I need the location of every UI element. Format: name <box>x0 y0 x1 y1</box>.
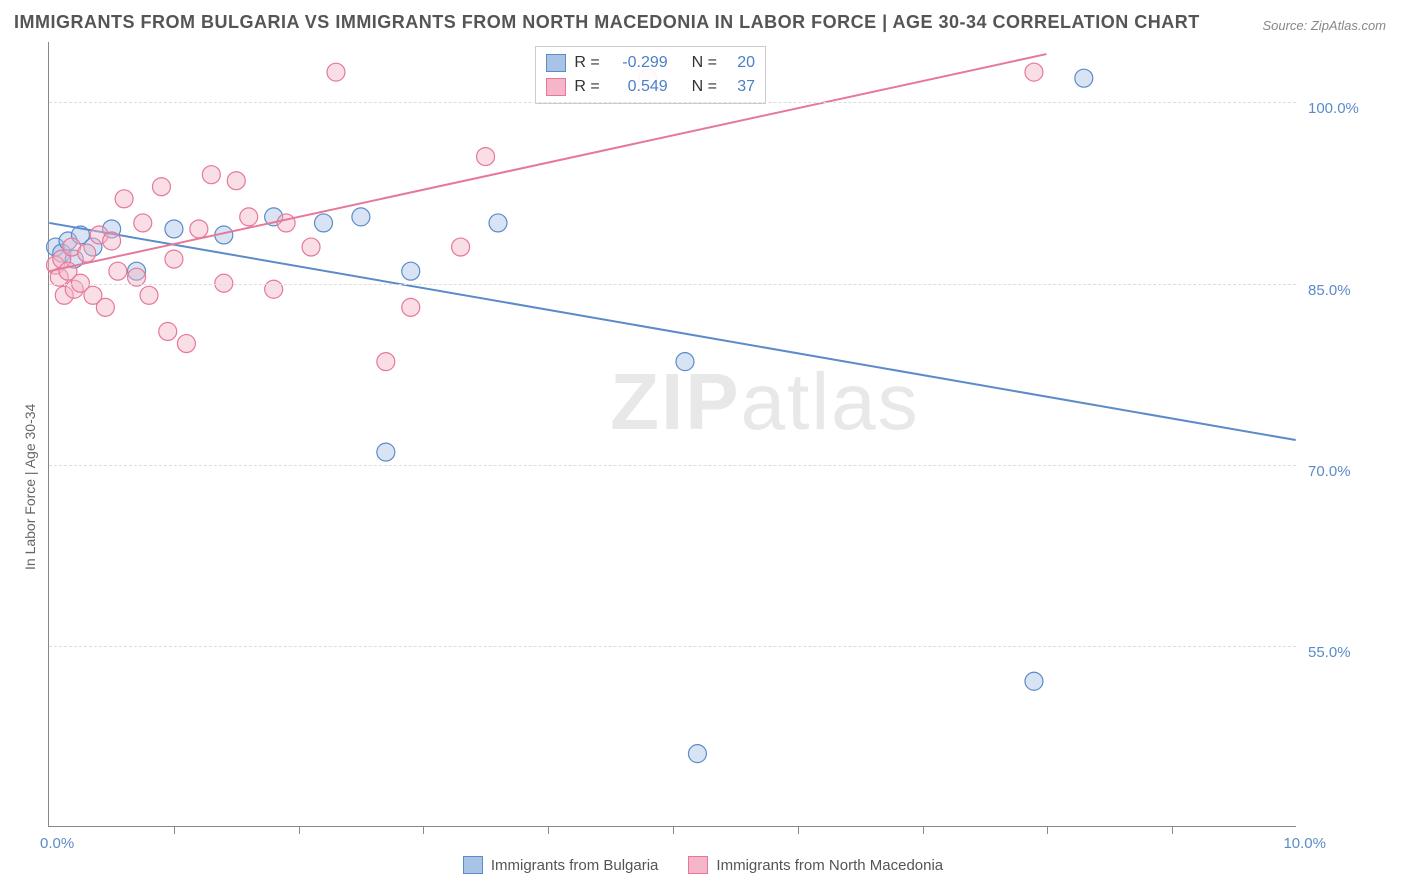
legend-row-0: R = -0.299 N = 20 <box>546 51 755 75</box>
x-tick <box>174 826 175 834</box>
plot-area: ZIPatlas R = -0.299 N = 20 R = 0.549 N =… <box>48 42 1296 827</box>
data-point <box>202 166 220 184</box>
correlation-legend: R = -0.299 N = 20 R = 0.549 N = 37 <box>535 46 766 104</box>
legend-r-label-0: R = <box>574 54 599 72</box>
bottom-legend: Immigrants from Bulgaria Immigrants from… <box>0 856 1406 874</box>
data-point <box>96 298 114 316</box>
legend-r-label-1: R = <box>574 78 599 96</box>
x-tick <box>548 826 549 834</box>
data-point <box>159 322 177 340</box>
data-point <box>327 63 345 81</box>
x-tick <box>299 826 300 834</box>
legend-swatch-0 <box>546 54 566 72</box>
data-point <box>676 353 694 371</box>
data-point <box>165 220 183 238</box>
data-point <box>134 214 152 232</box>
y-axis-label: In Labor Force | Age 30-34 <box>22 404 38 570</box>
legend-r-val-1: 0.549 <box>608 78 668 96</box>
chart-title: IMMIGRANTS FROM BULGARIA VS IMMIGRANTS F… <box>14 12 1200 33</box>
y-tick-label: 100.0% <box>1308 100 1359 117</box>
data-point <box>402 262 420 280</box>
legend-swatch-1 <box>546 78 566 96</box>
y-tick-label: 85.0% <box>1308 282 1351 299</box>
data-point <box>152 178 170 196</box>
chart-container: IMMIGRANTS FROM BULGARIA VS IMMIGRANTS F… <box>0 0 1406 892</box>
data-point <box>477 148 495 166</box>
x-tick <box>673 826 674 834</box>
data-point <box>1025 672 1043 690</box>
data-point <box>302 238 320 256</box>
data-point <box>489 214 507 232</box>
data-point <box>140 286 158 304</box>
data-point <box>377 443 395 461</box>
data-point <box>402 298 420 316</box>
data-point <box>315 214 333 232</box>
data-point <box>109 262 127 280</box>
data-point <box>277 214 295 232</box>
data-point <box>377 353 395 371</box>
data-point <box>1075 69 1093 87</box>
legend-n-label-0: N = <box>692 54 717 72</box>
data-point <box>190 220 208 238</box>
data-point <box>78 244 96 262</box>
bottom-label-0: Immigrants from Bulgaria <box>491 857 659 874</box>
data-point <box>452 238 470 256</box>
data-point <box>227 172 245 190</box>
bottom-swatch-0 <box>463 856 483 874</box>
data-point <box>688 745 706 763</box>
gridline-h <box>49 284 1296 285</box>
legend-n-val-0: 20 <box>725 54 755 72</box>
gridline-h <box>49 646 1296 647</box>
bottom-swatch-1 <box>688 856 708 874</box>
data-point <box>1025 63 1043 81</box>
bottom-legend-item-1: Immigrants from North Macedonia <box>688 856 943 874</box>
x-tick <box>798 826 799 834</box>
legend-n-label-1: N = <box>692 78 717 96</box>
data-point <box>165 250 183 268</box>
x-tick <box>1047 826 1048 834</box>
data-point <box>352 208 370 226</box>
gridline-h <box>49 465 1296 466</box>
plot-svg <box>49 42 1296 826</box>
bottom-label-1: Immigrants from North Macedonia <box>716 857 943 874</box>
y-tick-label: 70.0% <box>1308 463 1351 480</box>
trend-line <box>49 223 1295 440</box>
source-label: Source: ZipAtlas.com <box>1262 18 1386 33</box>
x-tick <box>923 826 924 834</box>
gridline-h <box>49 102 1296 103</box>
data-point <box>177 335 195 353</box>
x-tick-right: 10.0% <box>1283 835 1326 852</box>
bottom-legend-item-0: Immigrants from Bulgaria <box>463 856 659 874</box>
data-point <box>240 208 258 226</box>
x-tick <box>423 826 424 834</box>
y-tick-label: 55.0% <box>1308 644 1351 661</box>
x-tick <box>1172 826 1173 834</box>
x-tick-left: 0.0% <box>40 835 74 852</box>
data-point <box>103 232 121 250</box>
legend-row-1: R = 0.549 N = 37 <box>546 75 755 99</box>
data-point <box>115 190 133 208</box>
legend-n-val-1: 37 <box>725 78 755 96</box>
legend-r-val-0: -0.299 <box>608 54 668 72</box>
